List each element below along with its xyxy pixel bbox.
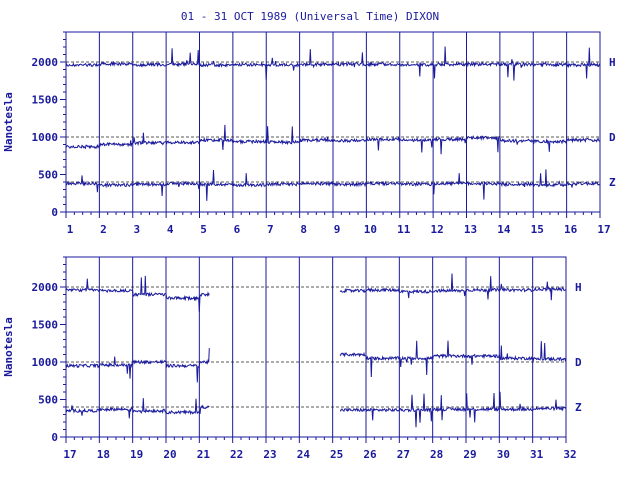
series-trace-Z	[66, 169, 601, 201]
x-tick-label: 10	[364, 223, 377, 236]
x-tick-label: 26	[363, 448, 377, 461]
panel-bottom: 0 500 1000 1500 2000 17 18 19 20 21 22 23 24 25 26 27 28…	[2, 256, 582, 461]
series-label-Z: Z	[609, 176, 616, 189]
x-tick-label: 25	[330, 448, 343, 461]
x-tick-label: 31	[530, 448, 544, 461]
series-trace-H	[65, 273, 567, 312]
series-trace-Z	[65, 391, 567, 428]
y-tick-label: 1500	[32, 319, 59, 332]
x-tick-label: 2	[100, 223, 107, 236]
x-tick-label: 13	[464, 223, 477, 236]
x-tick-label: 23	[263, 448, 276, 461]
x-tick-label: 5	[200, 223, 207, 236]
x-tick-label: 21	[197, 448, 211, 461]
series-label-H: H	[575, 281, 582, 294]
series-label-H: H	[609, 56, 616, 69]
y-tick-label: 500	[38, 394, 58, 407]
chart-title: 01 - 31 OCT 1989 (Universal Time) DIXON	[181, 10, 439, 23]
x-tick-label: 12	[431, 223, 444, 236]
x-tick-label: 16	[564, 223, 578, 236]
x-tick-label: 29	[463, 448, 476, 461]
x-tick-label: 1	[67, 223, 74, 236]
x-tick-label: 7	[267, 223, 274, 236]
series-trace-D	[65, 124, 601, 155]
y-tick-label: 0	[51, 431, 58, 444]
x-tick-label: 19	[130, 448, 143, 461]
x-tick-label: 14	[497, 223, 511, 236]
y-tick-label: 2000	[32, 56, 59, 69]
x-tick-label: 17	[63, 448, 76, 461]
x-tick-label: 32	[563, 448, 576, 461]
x-tick-label: 22	[230, 448, 243, 461]
x-tick-label: 27	[397, 448, 410, 461]
x-tick-label: 9	[334, 223, 341, 236]
series-trace-H	[65, 46, 601, 81]
x-tick-label: 30	[497, 448, 510, 461]
series-label-D: D	[609, 131, 616, 144]
x-tick-label: 17	[597, 223, 610, 236]
x-tick-label: 8	[300, 223, 307, 236]
y-tick-label: 2000	[32, 281, 59, 294]
y-tick-label: 500	[38, 169, 58, 182]
x-tick-label: 24	[297, 448, 311, 461]
x-tick-label: 4	[167, 223, 174, 236]
x-tick-label: 11	[397, 223, 411, 236]
x-tick-label: 20	[163, 448, 176, 461]
x-tick-label: 3	[133, 223, 140, 236]
x-tick-label: 6	[234, 223, 241, 236]
y-tick-label: 0	[51, 206, 58, 219]
x-tick-label: 15	[531, 223, 544, 236]
y-axis-title: Nanotesla	[2, 92, 15, 152]
series-trace-D	[65, 340, 567, 383]
x-tick-label: 18	[97, 448, 110, 461]
y-tick-label: 1000	[32, 131, 59, 144]
y-axis-title: Nanotesla	[2, 317, 15, 377]
series-label-Z: Z	[575, 401, 582, 414]
x-tick-label: 28	[430, 448, 443, 461]
series-label-D: D	[575, 356, 582, 369]
y-tick-label: 1500	[32, 94, 59, 107]
y-tick-label: 1000	[32, 356, 59, 369]
